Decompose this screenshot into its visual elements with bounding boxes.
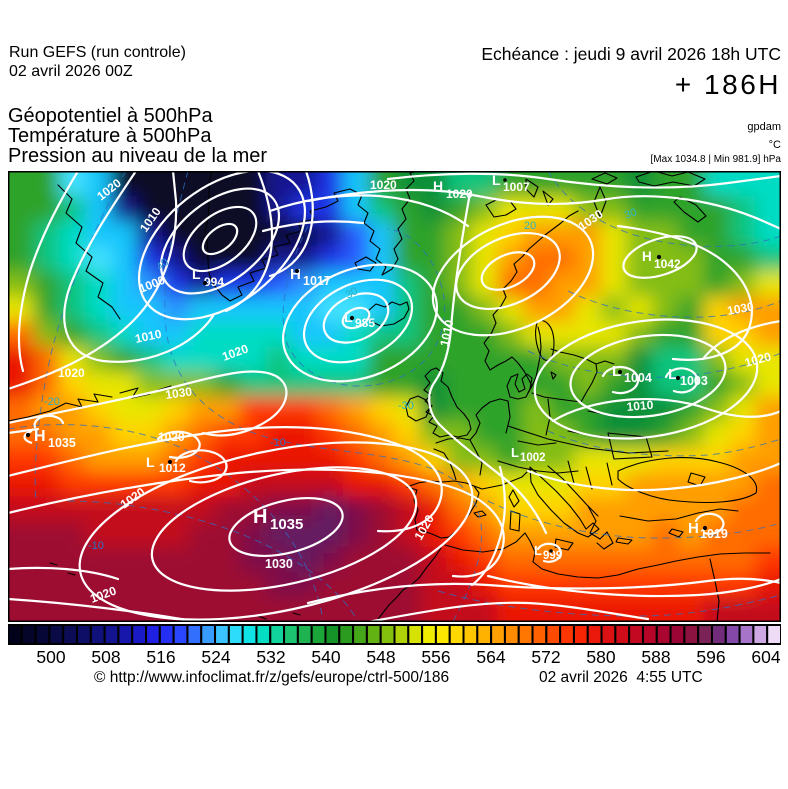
svg-text:1017: 1017 <box>303 274 331 288</box>
svg-text:1010: 1010 <box>437 318 456 347</box>
svg-text:1020: 1020 <box>158 430 185 444</box>
svg-text:L: L <box>192 266 201 282</box>
svg-text:L: L <box>534 543 542 558</box>
svg-text:H: H <box>34 428 46 445</box>
svg-text:1020: 1020 <box>743 349 773 370</box>
svg-text:H: H <box>290 266 301 283</box>
svg-text:1020: 1020 <box>58 366 85 380</box>
svg-text:L: L <box>492 172 501 188</box>
svg-text:1020: 1020 <box>370 178 397 192</box>
svg-text:L: L <box>146 454 155 470</box>
svg-text:1030: 1030 <box>164 384 193 402</box>
svg-text:H: H <box>688 520 699 537</box>
svg-text:20: 20 <box>524 220 536 232</box>
svg-text:1020: 1020 <box>446 187 473 201</box>
svg-text:1042: 1042 <box>654 257 681 271</box>
svg-text:1019: 1019 <box>700 527 728 541</box>
svg-text:30: 30 <box>344 285 361 302</box>
svg-text:994: 994 <box>204 275 224 289</box>
svg-text:L: L <box>344 309 353 325</box>
svg-text:1035: 1035 <box>48 436 76 450</box>
svg-text:H: H <box>433 178 443 194</box>
svg-text:30: 30 <box>623 206 639 221</box>
svg-text:-30: -30 <box>398 400 414 412</box>
svg-text:1030: 1030 <box>726 299 755 317</box>
svg-text:1002: 1002 <box>520 452 546 464</box>
svg-text:1035: 1035 <box>270 516 303 533</box>
svg-text:1012: 1012 <box>159 461 186 475</box>
svg-text:999: 999 <box>543 550 562 562</box>
svg-text:1010: 1010 <box>626 398 654 414</box>
svg-text:1030: 1030 <box>265 557 293 571</box>
svg-text:H: H <box>253 506 267 528</box>
svg-text:1007: 1007 <box>503 180 530 194</box>
svg-text:1004: 1004 <box>624 371 652 385</box>
svg-text:-20: -20 <box>44 396 60 408</box>
svg-text:-10: -10 <box>88 540 104 552</box>
svg-text:985: 985 <box>355 316 375 330</box>
svg-text:-10: -10 <box>270 437 286 449</box>
svg-text:1003: 1003 <box>680 374 708 388</box>
svg-text:L: L <box>612 363 621 380</box>
svg-text:H: H <box>642 249 652 264</box>
svg-text:L: L <box>511 445 519 460</box>
svg-text:1010: 1010 <box>134 327 163 346</box>
svg-text:L: L <box>668 366 677 383</box>
